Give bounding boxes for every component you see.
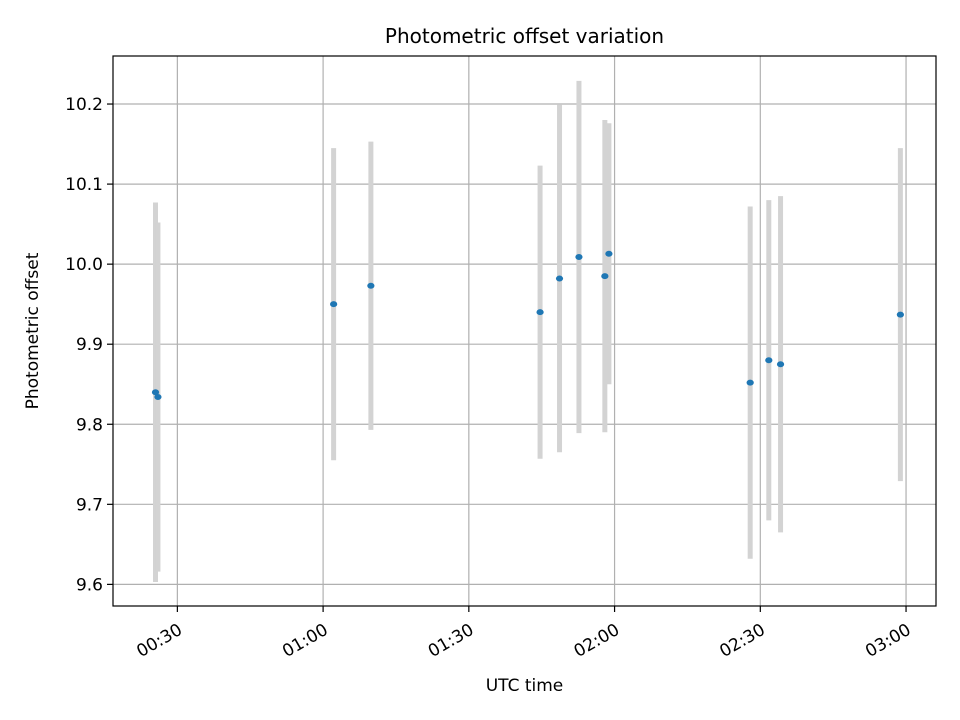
- data-point: [536, 309, 544, 316]
- data-point: [367, 282, 375, 289]
- point-layer: [151, 250, 904, 401]
- y-tick-label: 9.9: [76, 335, 103, 355]
- grid-layer: [113, 56, 936, 606]
- data-point: [765, 357, 773, 364]
- y-tick-label: 10.2: [65, 95, 103, 115]
- data-point: [575, 253, 583, 260]
- x-axis-label: UTC time: [486, 676, 564, 696]
- data-point: [605, 250, 613, 257]
- y-tick-label: 9.6: [76, 575, 103, 595]
- data-point: [154, 394, 162, 401]
- plot-frame: [112, 55, 937, 607]
- data-point: [330, 301, 338, 308]
- chart-title: Photometric offset variation: [385, 24, 664, 48]
- data-point: [746, 379, 754, 386]
- y-tick-label: 10.1: [65, 175, 103, 195]
- y-tick-label: 9.7: [76, 495, 103, 515]
- data-point: [896, 311, 904, 318]
- y-tick-label: 10.0: [65, 255, 103, 275]
- data-point: [601, 273, 609, 280]
- y-axis-label: Photometric offset: [23, 252, 43, 409]
- data-point: [776, 361, 785, 368]
- y-tick-label: 9.8: [76, 415, 103, 435]
- data-point: [555, 275, 564, 282]
- tick-layer: [107, 103, 907, 612]
- data-point: [151, 389, 160, 396]
